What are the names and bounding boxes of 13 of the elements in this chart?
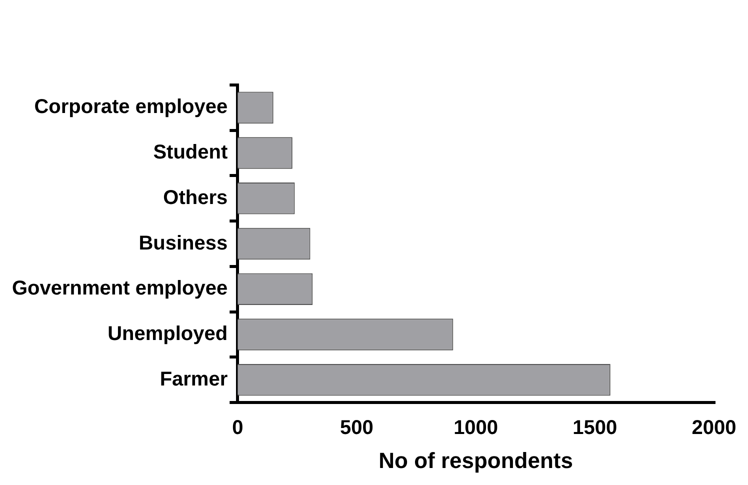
x-tick-label: 0 (232, 417, 244, 440)
y-tick-label: Farmer (160, 368, 228, 390)
y-tick-label: Business (138, 232, 228, 254)
y-tick-label: Government employee (12, 278, 228, 300)
x-tick-label: 1000 (454, 417, 498, 440)
x-axis-title: No of respondents (378, 448, 573, 473)
x-tick-label: 1500 (572, 417, 618, 440)
x-tick-label: 2000 (692, 417, 736, 440)
y-tick-label: Others (163, 186, 228, 209)
x-tick-label: 500 (340, 417, 374, 440)
y-tick-label: Unemployed (108, 323, 228, 346)
y-tick-label: Corporate employee (34, 96, 228, 118)
y-tick-label: Student (153, 142, 228, 164)
